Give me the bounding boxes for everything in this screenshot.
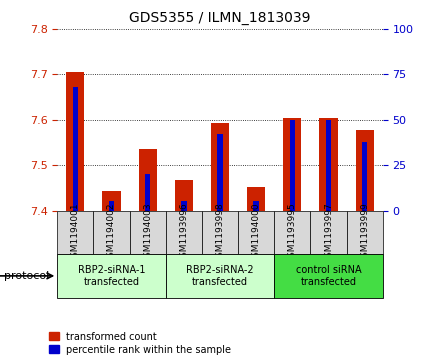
Bar <box>247 187 265 211</box>
FancyBboxPatch shape <box>166 211 202 254</box>
Text: RBP2-siRNA-2
transfected: RBP2-siRNA-2 transfected <box>186 265 254 287</box>
Text: control siRNA
transfected: control siRNA transfected <box>296 265 361 287</box>
Bar <box>326 120 331 211</box>
Bar <box>103 191 121 211</box>
Bar <box>66 72 84 211</box>
FancyBboxPatch shape <box>238 211 274 254</box>
FancyBboxPatch shape <box>311 211 347 254</box>
FancyBboxPatch shape <box>129 211 166 254</box>
Text: GSM1193997: GSM1193997 <box>324 202 333 263</box>
Text: GSM1193998: GSM1193998 <box>216 202 224 263</box>
Bar <box>73 87 78 211</box>
Legend: transformed count, percentile rank within the sample: transformed count, percentile rank withi… <box>49 331 231 355</box>
FancyBboxPatch shape <box>57 211 93 254</box>
Bar <box>211 123 229 211</box>
Bar <box>175 180 193 211</box>
Bar <box>217 134 223 211</box>
FancyBboxPatch shape <box>93 211 129 254</box>
Bar <box>356 130 374 211</box>
Bar <box>283 118 301 211</box>
Bar <box>109 201 114 211</box>
FancyBboxPatch shape <box>274 254 383 298</box>
Bar <box>139 149 157 211</box>
Text: RBP2-siRNA-1
transfected: RBP2-siRNA-1 transfected <box>78 265 145 287</box>
Text: GSM1194000: GSM1194000 <box>252 202 260 263</box>
Text: GSM1193999: GSM1193999 <box>360 202 369 263</box>
FancyBboxPatch shape <box>274 211 311 254</box>
Text: GSM1193996: GSM1193996 <box>180 202 188 263</box>
Bar <box>145 174 150 211</box>
Text: protocol: protocol <box>4 271 50 281</box>
FancyBboxPatch shape <box>347 211 383 254</box>
FancyBboxPatch shape <box>202 211 238 254</box>
Title: GDS5355 / ILMN_1813039: GDS5355 / ILMN_1813039 <box>129 11 311 25</box>
Bar <box>253 201 259 211</box>
FancyBboxPatch shape <box>57 254 166 298</box>
Text: GSM1193995: GSM1193995 <box>288 202 297 263</box>
Bar <box>362 142 367 211</box>
FancyBboxPatch shape <box>166 254 274 298</box>
Text: GSM1194002: GSM1194002 <box>107 202 116 262</box>
Text: GSM1194001: GSM1194001 <box>71 202 80 263</box>
Bar <box>181 201 187 211</box>
Bar <box>290 120 295 211</box>
Text: GSM1194003: GSM1194003 <box>143 202 152 263</box>
Bar <box>319 118 337 211</box>
